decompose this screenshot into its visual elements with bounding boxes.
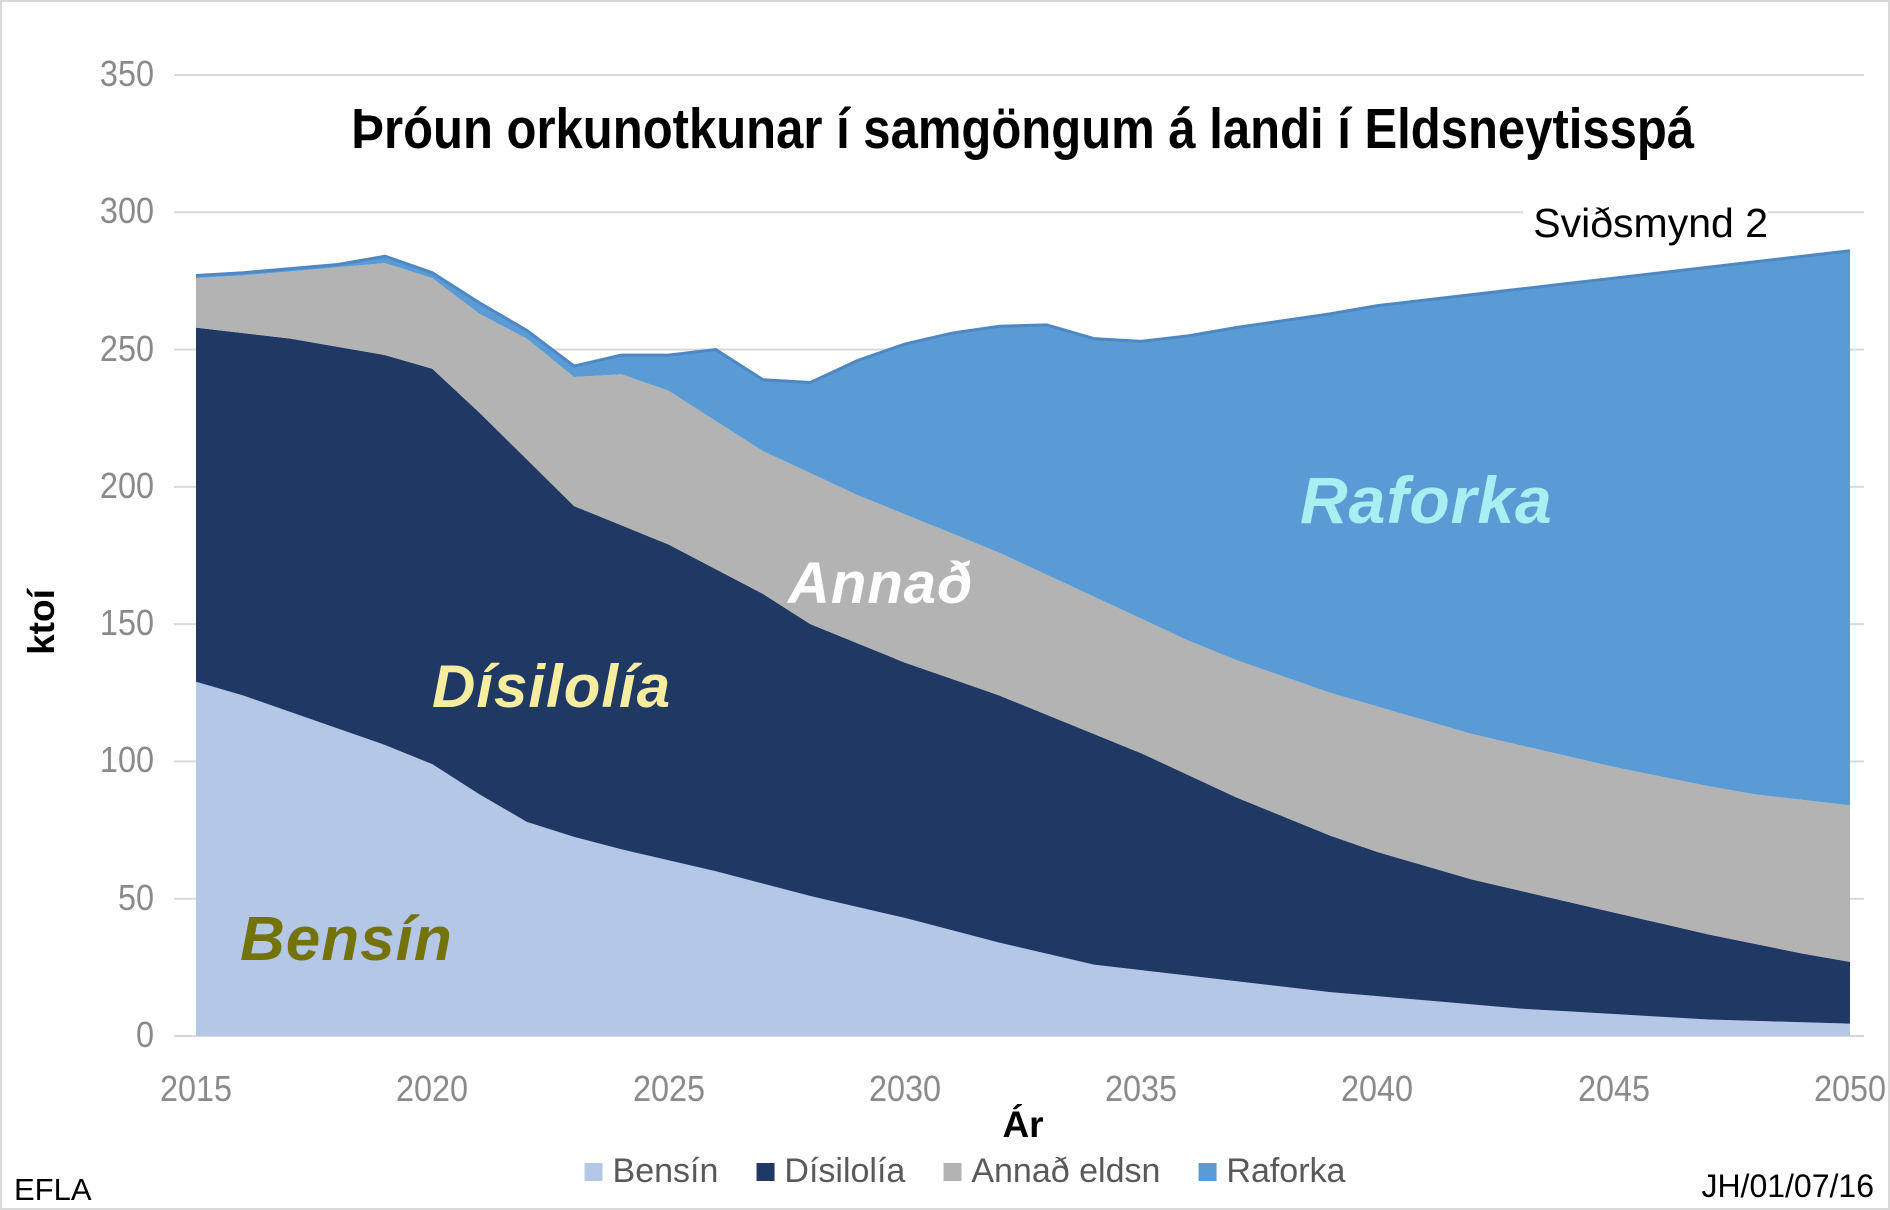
y-tick-label: 100 [99, 739, 154, 781]
chart-subtitle: Sviðsmynd 2 [1523, 200, 1768, 247]
footer-left-text: EFLA [14, 1172, 92, 1207]
area-label-bensin: Bensín [240, 905, 453, 974]
legend-swatch-icon [943, 1162, 962, 1181]
x-tick-label: 2025 [632, 1068, 705, 1109]
chart-title: Þróun orkunotkunar í samgöngum á landi í… [196, 96, 1850, 162]
x-tick-label: 2030 [868, 1068, 941, 1109]
chart-title-text: Þróun orkunotkunar í samgöngum á landi í… [351, 97, 1695, 161]
x-axis-title: Ár [1002, 1104, 1044, 1145]
area-series-4 [196, 250, 1850, 806]
x-tick-label: 2050 [1813, 1068, 1887, 1109]
legend-swatch-icon [1198, 1162, 1217, 1181]
area-label-raforka: Raforka [1300, 463, 1553, 537]
y-tick-label: 300 [99, 190, 154, 232]
area-series-2 [196, 327, 1850, 1024]
x-tick-label: 2015 [159, 1068, 233, 1109]
y-tick-label: 50 [117, 876, 154, 918]
area-label-disilolia: Dísilolía [432, 653, 672, 720]
chart-legend: Bensín Dísilolía Annað eldsn Raforka [584, 1152, 1345, 1191]
y-axis-title: ktoí [21, 589, 62, 655]
legend-item-2[interactable]: Dísilolía [756, 1152, 905, 1191]
legend-item-3[interactable]: Annað eldsn [943, 1152, 1160, 1191]
legend-label: Raforka [1226, 1152, 1346, 1190]
legend-swatch-icon [756, 1162, 775, 1181]
legend-item-1[interactable]: Bensín [584, 1152, 719, 1191]
legend-label: Dísilolía [784, 1152, 906, 1190]
legend-item-4[interactable]: Raforka [1198, 1152, 1345, 1191]
y-tick-label: 350 [99, 53, 154, 94]
footer-right-text: JH/01/07/16 [1701, 1168, 1874, 1204]
x-tick-label: 2020 [396, 1068, 469, 1109]
y-tick-label: 0 [135, 1014, 154, 1055]
raforka-top-edge-line [195, 249, 1851, 385]
area-series-3 [196, 263, 1850, 962]
legend-swatch-icon [584, 1162, 603, 1181]
y-tick-label: 250 [99, 327, 154, 369]
area-series-1 [196, 681, 1850, 1036]
x-tick-label: 2035 [1105, 1068, 1178, 1109]
legend-label: Annað eldsn [971, 1152, 1161, 1190]
area-label-annad: Annað [788, 551, 974, 616]
y-tick-label: 150 [99, 602, 154, 644]
x-tick-label: 2040 [1341, 1068, 1414, 1109]
y-tick-label: 200 [99, 464, 154, 506]
x-tick-label: 2045 [1577, 1068, 1650, 1109]
legend-label: Bensín [612, 1152, 719, 1190]
